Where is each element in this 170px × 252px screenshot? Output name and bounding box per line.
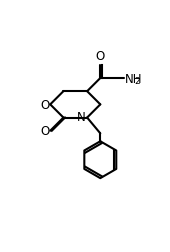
Text: NH: NH xyxy=(125,72,142,85)
Text: O: O xyxy=(40,99,50,111)
Text: N: N xyxy=(77,111,86,124)
Text: 2: 2 xyxy=(134,77,140,85)
Text: O: O xyxy=(40,125,50,138)
Text: O: O xyxy=(96,50,105,63)
